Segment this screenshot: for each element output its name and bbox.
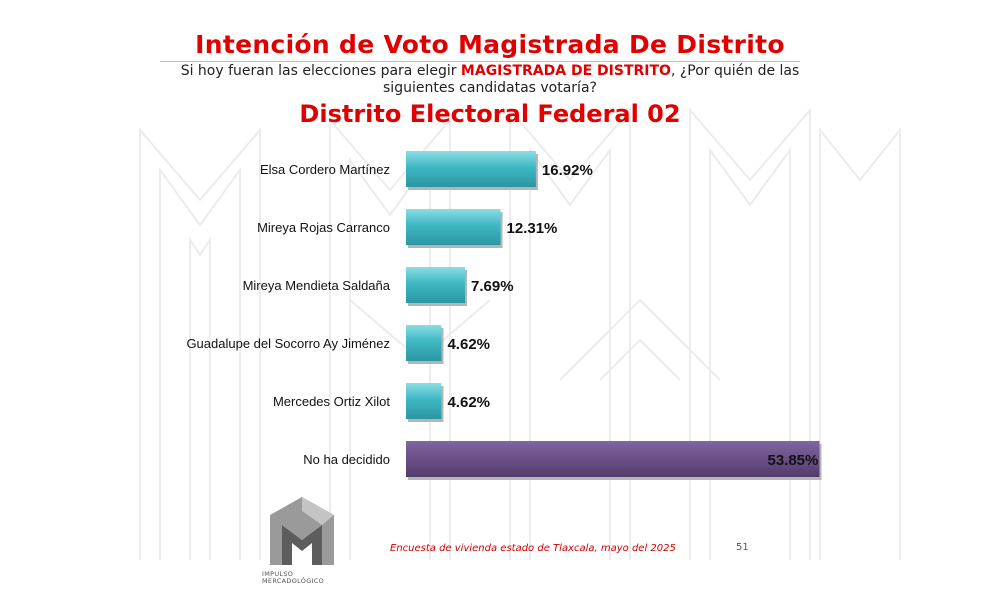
logo-name: IMPULSO <box>262 570 294 578</box>
title-divider <box>160 61 800 62</box>
value-label: 7.69% <box>471 278 514 295</box>
category-label: Guadalupe del Socorro Ay Jiménez <box>186 336 390 351</box>
category-label: Mireya Mendieta Saldaña <box>243 278 391 293</box>
survey-source-note: Encuesta de vivienda estado de Tlaxcala,… <box>390 543 676 554</box>
value-label: 4.62% <box>447 394 490 411</box>
category-label: No ha decidido <box>303 452 390 467</box>
bar-5 <box>406 441 820 477</box>
question-text-after: , ¿Por quién de las siguientes candidata… <box>383 63 800 96</box>
survey-question: Si hoy fueran las elecciones para elegir… <box>160 63 820 97</box>
logo-text: IMPULSO MERCADOLÓGICO <box>262 571 342 585</box>
bar-0 <box>406 151 536 187</box>
question-highlight: MAGISTRADA DE DISTRITO <box>460 63 671 79</box>
company-logo: IMPULSO MERCADOLÓGICO <box>262 495 342 590</box>
value-label: 4.62% <box>447 336 490 353</box>
page-number: 51 <box>736 542 749 553</box>
bar-4 <box>406 383 442 419</box>
bar-3 <box>406 325 442 361</box>
logo-mark-icon <box>270 497 334 565</box>
category-label: Elsa Cordero Martínez <box>260 162 390 177</box>
logo-subname: MERCADOLÓGICO <box>262 577 325 585</box>
value-label: 16.92% <box>542 162 593 179</box>
category-label: Mercedes Ortiz Xilot <box>273 394 390 409</box>
value-label: 53.85% <box>767 452 818 469</box>
question-text-before: Si hoy fueran las elecciones para elegir <box>180 63 461 79</box>
chart-title: Intención de Voto Magistrada De Distrito <box>195 30 785 59</box>
bar-1 <box>406 209 501 245</box>
value-label: 12.31% <box>507 220 558 237</box>
bar-2 <box>406 267 466 303</box>
chart-subtitle: Distrito Electoral Federal 02 <box>299 100 681 128</box>
category-label: Mireya Rojas Carranco <box>257 220 390 235</box>
